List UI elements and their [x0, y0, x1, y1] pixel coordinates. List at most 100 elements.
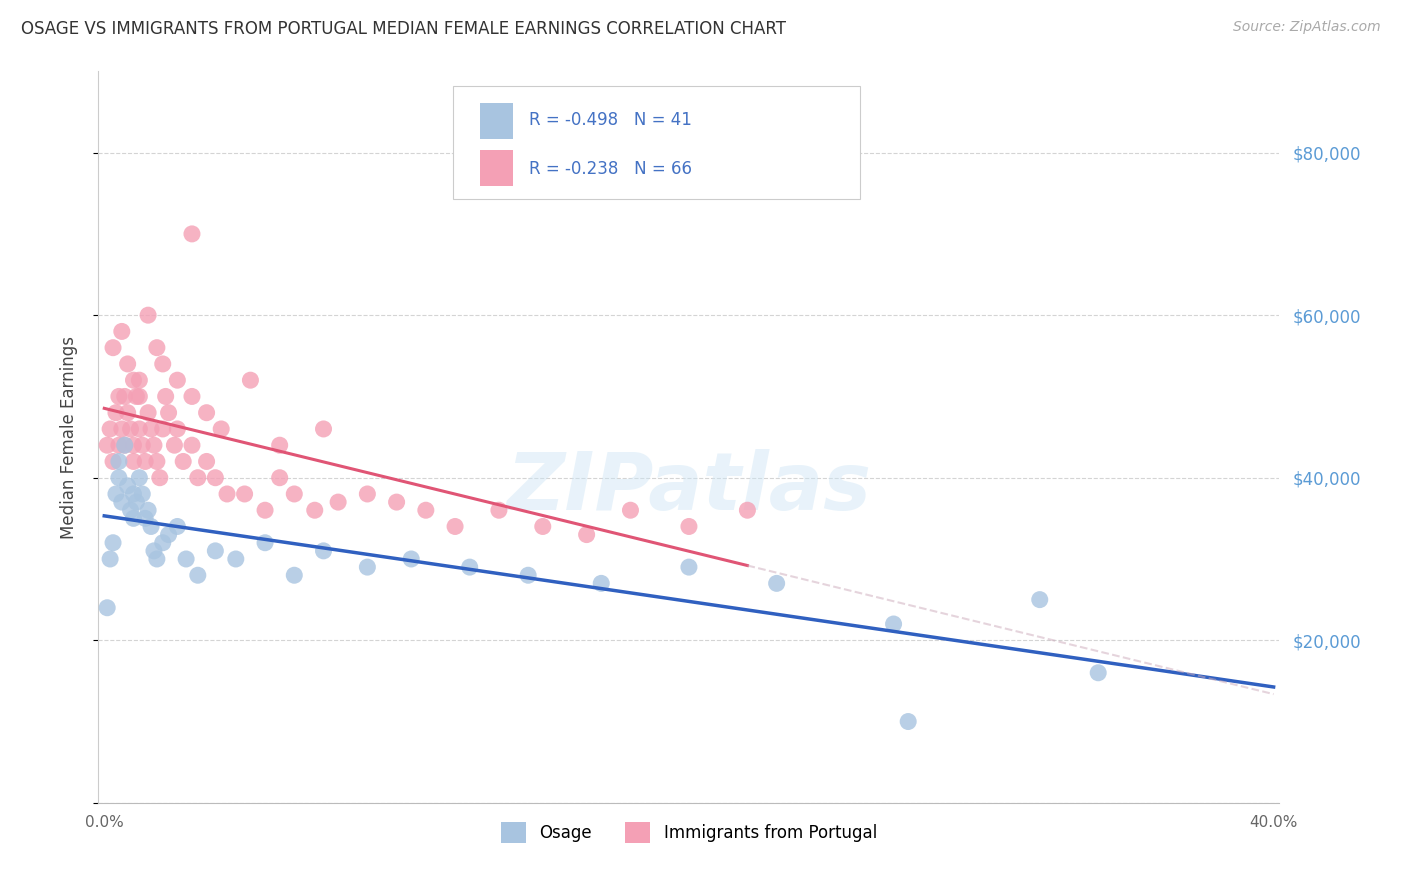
- Text: R = -0.238   N = 66: R = -0.238 N = 66: [530, 160, 693, 178]
- Point: [225, 552, 247, 566]
- Point: [155, 389, 177, 403]
- Point: [204, 471, 226, 485]
- Point: [152, 357, 174, 371]
- Point: [117, 406, 139, 420]
- Point: [356, 560, 378, 574]
- Point: [157, 406, 180, 420]
- Point: [146, 341, 169, 355]
- Point: [114, 438, 136, 452]
- Point: [104, 406, 127, 420]
- Point: [215, 487, 238, 501]
- Point: [181, 227, 204, 241]
- Point: [517, 568, 540, 582]
- Point: [239, 373, 262, 387]
- Point: [166, 373, 188, 387]
- Point: [98, 422, 121, 436]
- Point: [312, 422, 335, 436]
- Point: [181, 389, 204, 403]
- Point: [444, 519, 467, 533]
- Point: [128, 373, 150, 387]
- Point: [117, 479, 139, 493]
- Point: [187, 471, 209, 485]
- Point: [415, 503, 437, 517]
- Point: [120, 422, 142, 436]
- Point: [166, 519, 188, 533]
- Point: [254, 503, 277, 517]
- Point: [136, 308, 159, 322]
- Point: [312, 544, 335, 558]
- Text: ZIPatlas: ZIPatlas: [506, 450, 872, 527]
- Point: [678, 519, 700, 533]
- Point: [385, 495, 408, 509]
- Point: [399, 552, 422, 566]
- Point: [136, 406, 159, 420]
- Point: [125, 495, 148, 509]
- FancyBboxPatch shape: [479, 103, 513, 139]
- Point: [128, 422, 150, 436]
- Point: [111, 422, 134, 436]
- Point: [134, 454, 156, 468]
- FancyBboxPatch shape: [453, 86, 860, 200]
- Point: [120, 503, 142, 517]
- Point: [108, 389, 131, 403]
- Point: [108, 438, 131, 452]
- Point: [96, 600, 118, 615]
- Point: [111, 495, 134, 509]
- Point: [122, 487, 145, 501]
- Point: [326, 495, 349, 509]
- Point: [174, 552, 197, 566]
- Point: [187, 568, 209, 582]
- Text: OSAGE VS IMMIGRANTS FROM PORTUGAL MEDIAN FEMALE EARNINGS CORRELATION CHART: OSAGE VS IMMIGRANTS FROM PORTUGAL MEDIAN…: [21, 20, 786, 37]
- Point: [134, 511, 156, 525]
- Point: [157, 527, 180, 541]
- Point: [304, 503, 326, 517]
- Point: [143, 544, 166, 558]
- Point: [122, 511, 145, 525]
- Point: [131, 487, 153, 501]
- Point: [101, 454, 124, 468]
- Point: [101, 341, 124, 355]
- Point: [678, 560, 700, 574]
- Point: [488, 503, 510, 517]
- Point: [591, 576, 613, 591]
- Point: [125, 389, 148, 403]
- Point: [897, 714, 920, 729]
- Point: [233, 487, 256, 501]
- Point: [101, 535, 124, 549]
- Point: [117, 357, 139, 371]
- Point: [269, 438, 291, 452]
- Point: [104, 487, 127, 501]
- Point: [98, 552, 121, 566]
- Point: [737, 503, 759, 517]
- Point: [283, 568, 305, 582]
- Point: [136, 503, 159, 517]
- Point: [146, 552, 169, 566]
- Point: [172, 454, 194, 468]
- FancyBboxPatch shape: [479, 150, 513, 186]
- Point: [181, 438, 204, 452]
- Point: [619, 503, 641, 517]
- Point: [139, 422, 162, 436]
- Point: [883, 617, 905, 632]
- Point: [163, 438, 186, 452]
- Point: [122, 373, 145, 387]
- Point: [1029, 592, 1052, 607]
- Point: [108, 454, 131, 468]
- Point: [114, 438, 136, 452]
- Point: [143, 438, 166, 452]
- Point: [149, 471, 172, 485]
- Point: [152, 422, 174, 436]
- Point: [128, 471, 150, 485]
- Text: R = -0.498   N = 41: R = -0.498 N = 41: [530, 112, 692, 129]
- Y-axis label: Median Female Earnings: Median Female Earnings: [59, 335, 77, 539]
- Point: [575, 527, 598, 541]
- Point: [146, 454, 169, 468]
- Point: [139, 519, 162, 533]
- Point: [166, 422, 188, 436]
- Point: [96, 438, 118, 452]
- Point: [195, 406, 218, 420]
- Point: [108, 471, 131, 485]
- Point: [122, 454, 145, 468]
- Point: [458, 560, 481, 574]
- Point: [765, 576, 787, 591]
